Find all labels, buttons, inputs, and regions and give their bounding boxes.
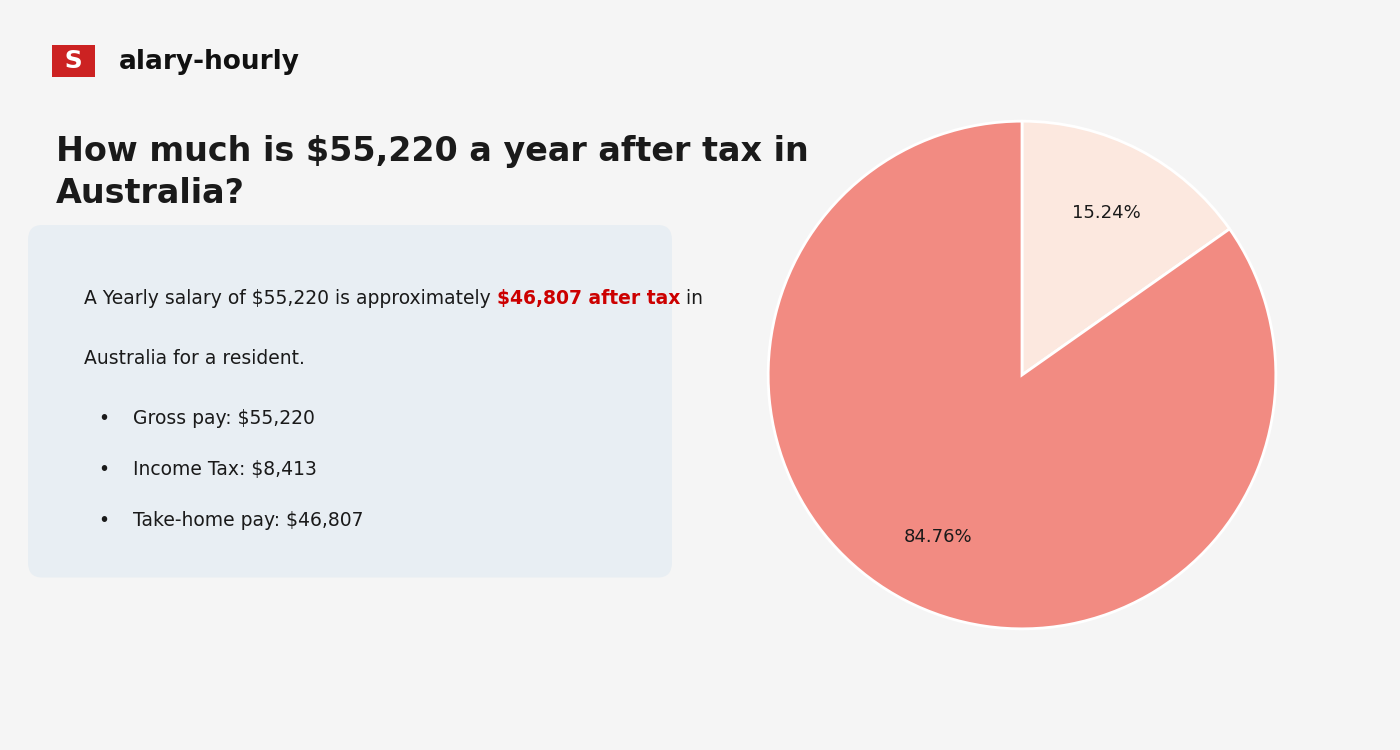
Text: 84.76%: 84.76% (903, 528, 972, 546)
Wedge shape (769, 122, 1275, 628)
Text: in: in (680, 289, 703, 308)
FancyBboxPatch shape (28, 225, 672, 578)
Text: $46,807 after tax: $46,807 after tax (497, 289, 680, 308)
Text: How much is $55,220 a year after tax in
Australia?: How much is $55,220 a year after tax in … (56, 135, 809, 210)
Text: •: • (98, 511, 109, 530)
Text: Income Tax: $8,413: Income Tax: $8,413 (133, 460, 316, 478)
Text: A Yearly salary of $55,220 is approximately: A Yearly salary of $55,220 is approximat… (84, 289, 497, 308)
Text: •: • (98, 409, 109, 428)
Text: 15.24%: 15.24% (1072, 204, 1141, 222)
Text: alary-hourly: alary-hourly (119, 49, 300, 75)
Text: •: • (98, 460, 109, 478)
Text: S: S (56, 49, 91, 73)
Text: Australia for a resident.: Australia for a resident. (84, 349, 305, 368)
Wedge shape (1022, 122, 1229, 375)
Text: Take-home pay: $46,807: Take-home pay: $46,807 (133, 511, 364, 530)
Text: Gross pay: $55,220: Gross pay: $55,220 (133, 409, 315, 428)
